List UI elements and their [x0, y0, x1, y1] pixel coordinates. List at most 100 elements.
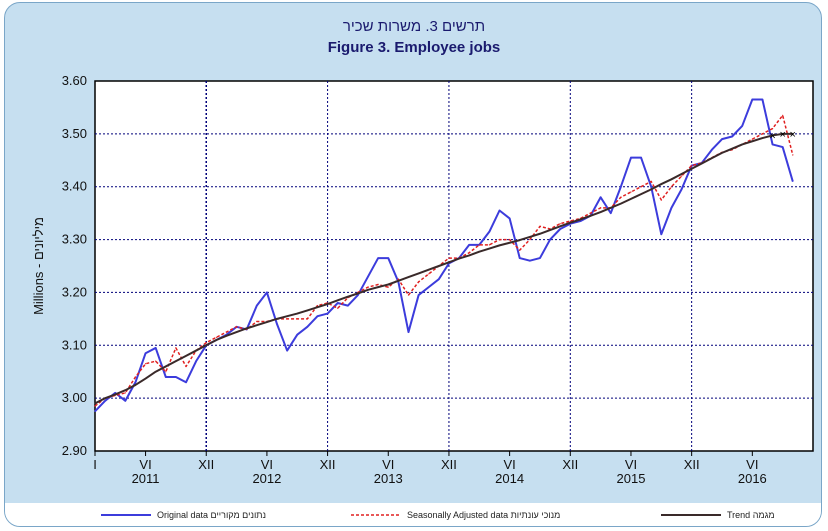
series-original-point: [640, 157, 642, 159]
series-trend-point: [215, 339, 217, 341]
series-seasonal-point: [620, 196, 622, 198]
x-year-label: 2016: [738, 471, 767, 486]
series-seasonal-point: [185, 365, 187, 368]
series-seasonal-point: [782, 114, 784, 116]
series-trend-point: [175, 360, 177, 362]
series-original-point: [256, 305, 258, 307]
series-seasonal-point: [761, 133, 764, 135]
series-original-point: [387, 257, 389, 259]
series-trend-point: [438, 265, 440, 267]
y-axis-label: Millions - מיליונים: [31, 217, 46, 315]
series-original-point: [337, 302, 339, 304]
series-trend-point: [256, 324, 258, 326]
series-original-point: [286, 349, 288, 352]
series-seasonal-point: [337, 307, 339, 309]
series-trend-point: [498, 244, 501, 246]
series-trend-point: [448, 261, 450, 263]
series-original-point: [296, 334, 298, 336]
series-seasonal-point: [235, 326, 238, 328]
series-original-point: [782, 146, 784, 148]
series-trend-point: [296, 312, 298, 315]
legend-label-seasonal: Seasonally Adjusted data מנוכי עונתיות: [407, 510, 560, 520]
series-seasonal-point: [256, 320, 258, 323]
series-seasonal-point: [397, 278, 399, 280]
chart-title: Figure 3. Employee jobs: [328, 39, 501, 56]
series-original-point: [266, 291, 268, 294]
series-seasonal-point: [630, 191, 632, 193]
series-trend-point: [316, 306, 319, 308]
chart-svg: תרשים 3. משרות שכיר Figure 3. Employee j…: [5, 18, 821, 526]
series-trend-point: [205, 344, 207, 346]
y-tick-label: 3.50: [62, 126, 87, 141]
series-original-point: [509, 217, 511, 220]
chart-frame: תרשים 3. משרות שכיר Figure 3. Employee j…: [4, 2, 822, 527]
series-seasonal-point: [316, 305, 319, 307]
series-seasonal-point: [407, 294, 410, 296]
series-seasonal-point: [418, 281, 420, 283]
series-original-point: [124, 400, 126, 402]
y-tick-label: 3.20: [62, 284, 87, 299]
series-original-point: [367, 275, 369, 278]
series-trend-point: [276, 318, 278, 320]
series-original-point: [771, 143, 774, 146]
series-trend-point: [94, 402, 96, 405]
series-trend-point: [104, 397, 106, 399]
series-seasonal-point: [691, 164, 693, 167]
series-trend-point: [539, 233, 541, 235]
legend-label-original: Original data נתונים מקוריים: [157, 510, 266, 520]
series-seasonal-point: [377, 283, 379, 286]
series-original-point: [276, 323, 278, 325]
series-seasonal-point: [529, 238, 531, 241]
series-trend-point: [357, 292, 359, 295]
y-tick-label: 3.00: [62, 390, 87, 405]
trend-end-marker: ×: [790, 129, 796, 141]
series-trend-point: [741, 143, 743, 146]
series-original-point: [468, 244, 470, 246]
series-trend-point: [559, 225, 561, 227]
series-trend-point: [155, 371, 157, 373]
series-seasonal-point: [640, 186, 642, 188]
series-trend-point: [660, 183, 662, 185]
series-trend-point: [407, 276, 410, 278]
series-trend-point: [235, 331, 238, 333]
series-trend-point: [165, 365, 167, 368]
series-original-point: [610, 212, 612, 214]
series-trend-point: [640, 193, 642, 195]
series-seasonal-line: [94, 114, 794, 407]
series-trend-point: [347, 296, 349, 298]
series-trend-point: [246, 327, 248, 329]
series-trend-point: [478, 251, 480, 253]
series-original-point: [620, 186, 622, 188]
chart-title-hebrew: תרשים 3. משרות שכיר: [343, 18, 485, 35]
y-tick-label: 3.30: [62, 232, 87, 247]
x-tick-label: VI: [625, 457, 637, 472]
series-trend-point: [124, 389, 126, 391]
series-trend-point: [428, 269, 430, 271]
series-original-point: [680, 188, 683, 190]
series-trend-point: [529, 236, 531, 238]
series-original-point: [175, 376, 177, 378]
series-seasonal-point: [498, 238, 501, 241]
x-tick-label: VI: [261, 457, 273, 472]
series-original-point: [650, 186, 652, 188]
series-seasonal-point: [589, 212, 592, 214]
series-original-point: [357, 294, 359, 296]
series-original-point: [711, 149, 713, 151]
series-seasonal-point: [225, 331, 228, 333]
series-seasonal-point: [488, 244, 490, 246]
series-trend-point: [306, 309, 308, 311]
series-original-point: [185, 381, 187, 383]
series-trend-point: [509, 242, 511, 244]
series-trend-point: [751, 140, 753, 142]
series-trend-point: [721, 152, 723, 154]
series-trend-point: [286, 315, 288, 317]
series-original-point: [519, 257, 521, 259]
series-seasonal-point: [155, 360, 157, 362]
series-original-point: [306, 326, 308, 328]
trend-end-marker: ×: [779, 129, 785, 141]
series-trend-point: [731, 148, 733, 150]
y-tick-label: 3.10: [62, 337, 87, 352]
series-seasonal-point: [306, 318, 308, 320]
series-original-point: [195, 360, 197, 362]
